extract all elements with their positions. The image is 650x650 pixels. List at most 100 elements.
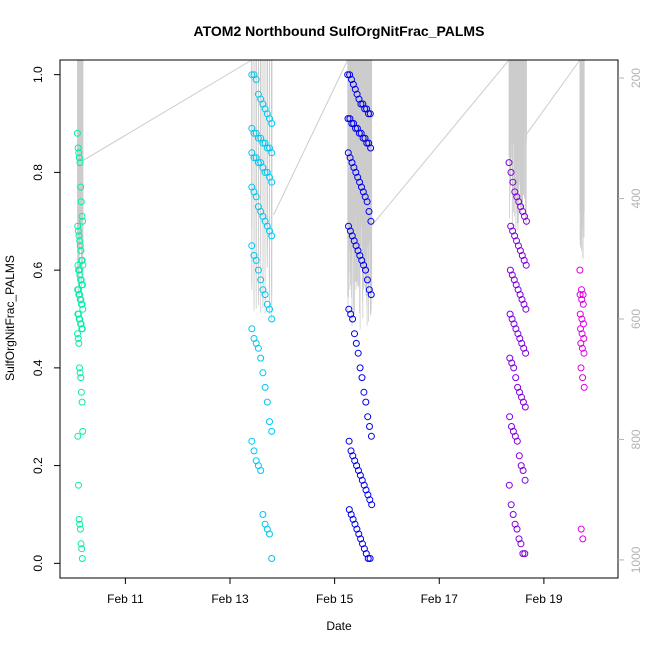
data-point: [515, 452, 523, 460]
data-point: [257, 354, 265, 362]
data-point: [367, 291, 375, 299]
data-point: [78, 300, 86, 308]
data-point: [76, 291, 84, 299]
data-point: [77, 296, 85, 303]
data-point: [362, 266, 369, 274]
data-point: [505, 159, 513, 167]
data-point: [513, 525, 521, 533]
data-point: [352, 339, 360, 347]
data-point: [254, 344, 262, 352]
y-axis-label: SulfOrgNitFrac_PALMS: [3, 255, 17, 381]
data-point: [521, 476, 529, 484]
data-point: [74, 432, 82, 440]
data-point: [79, 261, 87, 269]
data-point: [576, 291, 584, 299]
data-point: [76, 525, 84, 533]
data-point: [363, 139, 371, 147]
x-tick-label: Feb 15: [316, 592, 354, 606]
data-point: [578, 286, 585, 294]
data-point: [523, 217, 530, 225]
data-point: [79, 281, 86, 289]
data-point: [75, 515, 83, 523]
data-point: [268, 120, 276, 127]
data-point: [580, 320, 587, 328]
right-tick-label: 800: [629, 429, 643, 449]
data-point: [75, 149, 83, 157]
data-point: [266, 305, 273, 313]
data-point: [367, 217, 375, 225]
data-point: [522, 261, 530, 269]
data-point: [79, 427, 87, 435]
data-point: [361, 105, 369, 113]
transit-line: [82, 59, 253, 162]
data-point: [268, 232, 276, 240]
data-point: [346, 71, 354, 79]
transit-line: [371, 59, 510, 226]
data-point: [344, 149, 352, 157]
data-point: [510, 364, 518, 372]
data-point: [349, 315, 357, 323]
profile-lines: [77, 59, 585, 330]
data-point: [347, 447, 355, 455]
data-point: [78, 555, 86, 562]
data-point: [75, 310, 82, 318]
data-point: [75, 232, 83, 240]
data-point: [368, 501, 376, 509]
x-tick-label: Feb 11: [107, 592, 144, 606]
data-point: [519, 467, 527, 474]
data-point: [354, 349, 362, 357]
data-point: [78, 212, 86, 220]
data-point: [257, 276, 265, 284]
x-axis-label: Date: [326, 619, 352, 633]
data-point: [254, 159, 262, 167]
data-point: [76, 271, 84, 279]
data-point: [78, 325, 86, 333]
data-point: [252, 256, 260, 264]
right-pressure-axis: 200 400 600 800 1000: [618, 68, 643, 573]
right-tick-label: 200: [629, 68, 643, 88]
data-point: [76, 237, 84, 245]
data-point: [344, 71, 352, 79]
data-point: [507, 222, 515, 230]
data-points: [73, 71, 588, 562]
data-point: [351, 330, 358, 338]
data-point: [257, 467, 265, 474]
data-point: [577, 364, 585, 372]
data-point: [579, 535, 587, 543]
right-tick-label: 400: [629, 188, 643, 208]
data-point: [268, 555, 276, 562]
data-point: [76, 242, 84, 250]
data-point: [73, 129, 81, 137]
data-point: [365, 208, 373, 215]
y-axis: 0.0 0.2 0.4 0.6 0.8 1.0: [31, 66, 60, 572]
data-point: [360, 481, 368, 489]
data-point: [77, 247, 85, 255]
data-point: [75, 481, 82, 489]
data-point: [366, 110, 374, 118]
data-point: [517, 540, 525, 548]
data-point: [367, 144, 375, 152]
data-point: [521, 550, 529, 558]
data-point: [358, 374, 366, 382]
y-tick-label: 0.0: [31, 555, 45, 572]
plot-frame: [59, 59, 619, 579]
data-point: [507, 168, 515, 176]
data-point: [252, 76, 260, 83]
data-point: [250, 154, 258, 162]
data-point: [74, 335, 82, 342]
data-point: [522, 305, 530, 313]
data-point: [578, 330, 586, 338]
data-point: [248, 325, 256, 333]
data-point: [76, 315, 84, 323]
data-point: [268, 149, 276, 157]
data-point: [263, 144, 271, 152]
data-point: [261, 291, 269, 299]
data-point: [367, 432, 375, 440]
data-point: [77, 183, 85, 191]
data-point: [252, 193, 260, 201]
y-tick-label: 0.4: [31, 359, 45, 376]
data-point: [75, 266, 83, 274]
data-point: [259, 511, 267, 518]
data-point: [76, 520, 84, 528]
